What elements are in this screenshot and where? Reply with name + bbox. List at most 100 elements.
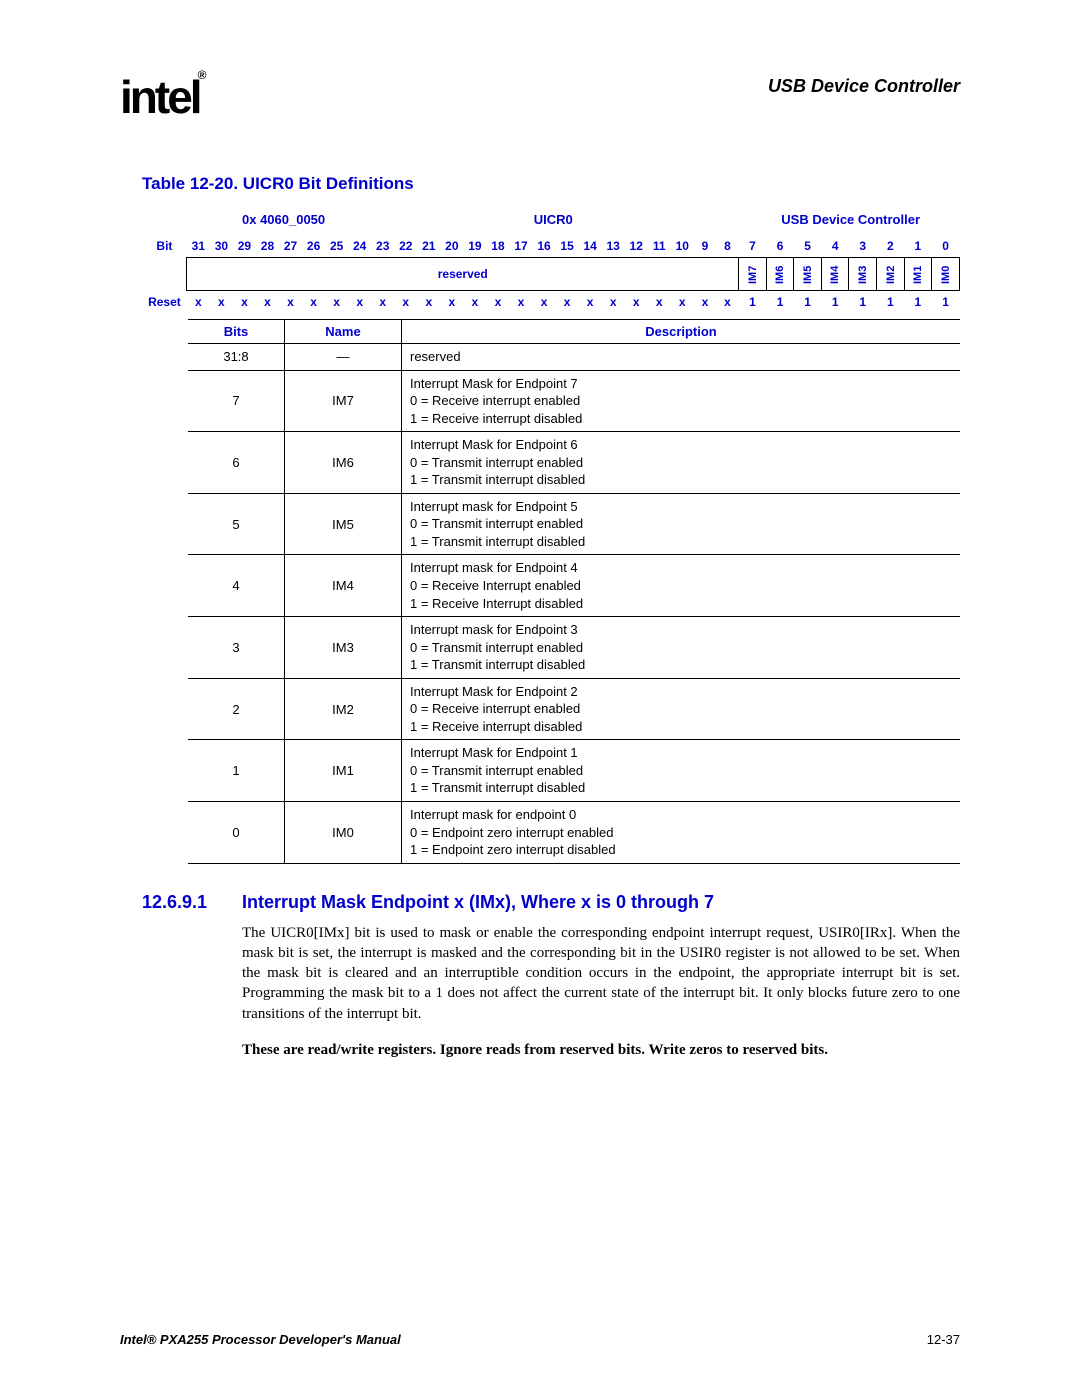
name-cell: IM4 xyxy=(285,555,402,617)
name-cell: IM5 xyxy=(285,493,402,555)
reset-val: 1 xyxy=(849,291,877,314)
bit-num: 9 xyxy=(694,235,716,258)
reset-val: x xyxy=(256,291,279,314)
reset-val: x xyxy=(394,291,417,314)
bit-num: 23 xyxy=(371,235,394,258)
reset-val: x xyxy=(210,291,233,314)
reset-val: x xyxy=(486,291,509,314)
desc-header-name: Name xyxy=(285,320,402,344)
section-bold-note: These are read/write registers. Ignore r… xyxy=(242,1040,960,1060)
description-line: 1 = Receive interrupt disabled xyxy=(410,718,952,736)
description-line: 1 = Receive interrupt disabled xyxy=(410,410,952,428)
bit-num: 4 xyxy=(821,235,849,258)
bit-num: 6 xyxy=(766,235,794,258)
bit-num: 26 xyxy=(302,235,325,258)
reset-val: x xyxy=(625,291,648,314)
description-cell: Interrupt Mask for Endpoint 20 = Receive… xyxy=(402,678,961,740)
name-cell: IM7 xyxy=(285,370,402,432)
bits-cell: 7 xyxy=(188,370,285,432)
section-number: 12.6.9.1 xyxy=(142,892,242,913)
table-row: 6IM6Interrupt Mask for Endpoint 60 = Tra… xyxy=(188,432,960,494)
bit-num: 17 xyxy=(509,235,532,258)
description-line: 0 = Transmit interrupt enabled xyxy=(410,454,952,472)
bit-num: 21 xyxy=(417,235,440,258)
bit-num: 27 xyxy=(279,235,302,258)
bits-cell: 2 xyxy=(188,678,285,740)
section-title: Interrupt Mask Endpoint x (IMx), Where x… xyxy=(242,892,714,913)
table-row: 2IM2Interrupt Mask for Endpoint 20 = Rec… xyxy=(188,678,960,740)
name-cell: IM0 xyxy=(285,802,402,864)
reset-val: x xyxy=(463,291,486,314)
page-footer: Intel® PXA255 Processor Developer's Manu… xyxy=(120,1332,960,1347)
doc-section-title: USB Device Controller xyxy=(768,76,960,97)
bit-num: 2 xyxy=(877,235,905,258)
bit-field-row: reserved IM7 IM6 IM5 IM4 IM3 IM2 IM1 IM0 xyxy=(142,258,960,291)
reset-val: x xyxy=(187,291,210,314)
reset-val: x xyxy=(648,291,671,314)
description-line: 0 = Receive interrupt enabled xyxy=(410,700,952,718)
bits-cell: 4 xyxy=(188,555,285,617)
table-row: 1IM1Interrupt Mask for Endpoint 10 = Tra… xyxy=(188,740,960,802)
bits-cell: 3 xyxy=(188,617,285,679)
bit-num: 1 xyxy=(904,235,932,258)
reset-val: x xyxy=(602,291,625,314)
reset-val: x xyxy=(348,291,371,314)
bits-cell: 5 xyxy=(188,493,285,555)
bit-num: 12 xyxy=(625,235,648,258)
bits-cell: 1 xyxy=(188,740,285,802)
table-row: 3IM3Interrupt mask for Endpoint 30 = Tra… xyxy=(188,617,960,679)
bit-num: 13 xyxy=(602,235,625,258)
bits-cell: 31:8 xyxy=(188,344,285,371)
reset-val: x xyxy=(325,291,348,314)
bit-num: 30 xyxy=(210,235,233,258)
bit-num: 5 xyxy=(794,235,822,258)
bit-num: 0 xyxy=(932,235,960,258)
bit-num: 19 xyxy=(463,235,486,258)
description-line: 1 = Endpoint zero interrupt disabled xyxy=(410,841,952,859)
bit-field-im7: IM7 xyxy=(739,258,767,291)
register-name: UICR0 xyxy=(534,212,573,227)
description-line: 0 = Endpoint zero interrupt enabled xyxy=(410,824,952,842)
bit-field-im3: IM3 xyxy=(849,258,877,291)
description-cell: Interrupt mask for Endpoint 50 = Transmi… xyxy=(402,493,961,555)
name-cell: IM1 xyxy=(285,740,402,802)
bit-number-row: Bit 31 30 29 28 27 26 25 24 23 22 21 20 … xyxy=(142,235,960,258)
bit-field-im2: IM2 xyxy=(877,258,905,291)
bit-description-table: Bits Name Description 31:8—reserved7IM7I… xyxy=(188,319,960,864)
name-cell: IM2 xyxy=(285,678,402,740)
description-cell: reserved xyxy=(402,344,961,371)
reset-val: x xyxy=(440,291,463,314)
reset-val: 1 xyxy=(877,291,905,314)
bit-num: 31 xyxy=(187,235,210,258)
table-row: 4IM4Interrupt mask for Endpoint 40 = Rec… xyxy=(188,555,960,617)
logo-registered-mark: ® xyxy=(198,68,204,82)
description-line: 1 = Receive Interrupt disabled xyxy=(410,595,952,613)
description-cell: Interrupt mask for Endpoint 30 = Transmi… xyxy=(402,617,961,679)
bit-num: 28 xyxy=(256,235,279,258)
description-cell: Interrupt Mask for Endpoint 60 = Transmi… xyxy=(402,432,961,494)
description-line: 0 = Transmit interrupt enabled xyxy=(410,515,952,533)
reset-val: 1 xyxy=(766,291,794,314)
description-line: Interrupt Mask for Endpoint 6 xyxy=(410,436,952,454)
bit-num: 24 xyxy=(348,235,371,258)
bit-field-im5: IM5 xyxy=(794,258,822,291)
bit-num: 8 xyxy=(716,235,738,258)
bit-field-im1: IM1 xyxy=(904,258,932,291)
bits-cell: 6 xyxy=(188,432,285,494)
bit-field-im4: IM4 xyxy=(821,258,849,291)
description-line: Interrupt mask for Endpoint 4 xyxy=(410,559,952,577)
reset-val: 1 xyxy=(739,291,767,314)
description-line: 1 = Transmit interrupt disabled xyxy=(410,533,952,551)
bits-cell: 0 xyxy=(188,802,285,864)
bit-num: 14 xyxy=(579,235,602,258)
footer-manual-title: Intel® PXA255 Processor Developer's Manu… xyxy=(120,1332,401,1347)
desc-header-desc: Description xyxy=(402,320,961,344)
desc-header-bits: Bits xyxy=(188,320,285,344)
register-address: 0x 4060_0050 xyxy=(242,212,325,227)
reset-val: x xyxy=(279,291,302,314)
description-line: Interrupt Mask for Endpoint 2 xyxy=(410,683,952,701)
bit-field-im0: IM0 xyxy=(932,258,960,291)
description-line: 0 = Transmit interrupt enabled xyxy=(410,639,952,657)
register-module: USB Device Controller xyxy=(781,212,920,227)
bit-num: 18 xyxy=(486,235,509,258)
